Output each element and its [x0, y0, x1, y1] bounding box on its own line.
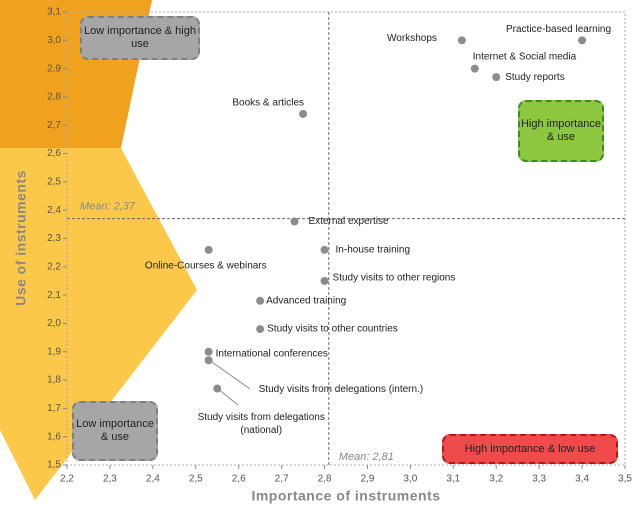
quadrant-label: Low importance & high use [80, 16, 200, 60]
mean-label: Mean: 2,37 [80, 201, 136, 213]
point [290, 217, 299, 226]
plot-frame [66, 11, 626, 466]
point-label: Books & articles [232, 98, 304, 109]
mean-label: Mean: 2,81 [339, 451, 394, 463]
y-tick-label: 2,1 [47, 290, 61, 301]
quadrant-label: High importance & low use [442, 434, 618, 464]
x-tick-label: 2,9 [361, 474, 375, 485]
y-tick-label: 2,8 [47, 92, 61, 103]
y-tick-label: 1,7 [47, 403, 61, 414]
point [256, 325, 265, 334]
point [213, 384, 222, 393]
x-tick-label: 3,0 [403, 474, 417, 485]
arrow-bottom [0, 148, 197, 500]
x-tick-label: 2,3 [103, 474, 117, 485]
y-tick-label: 1,5 [47, 460, 61, 471]
connector [211, 361, 251, 390]
point-label: Study visits to other countries [267, 324, 398, 335]
x-tick-label: 3,3 [532, 474, 546, 485]
x-tick-label: 3,5 [618, 474, 632, 485]
quadrant-label: High importance & use [518, 100, 604, 162]
point [204, 347, 213, 356]
y-tick-label: 2,7 [47, 120, 61, 131]
point-label: Online-Courses & webinars [145, 260, 267, 271]
x-tick-label: 3,2 [489, 474, 503, 485]
x-tick-label: 2,2 [60, 474, 74, 485]
y-tick-label: 3,0 [47, 35, 61, 46]
y-tick-label: 1,8 [47, 375, 61, 386]
point-label: Advanced training [266, 295, 346, 306]
point-label: Internet & Social media [473, 51, 577, 62]
x-tick-label: 3,4 [575, 474, 589, 485]
point [492, 73, 501, 82]
point-label: External expertise [308, 216, 388, 227]
point [457, 36, 466, 45]
y-tick-label: 3,1 [47, 7, 61, 18]
point-label: Practice-based learning [506, 24, 611, 35]
point-label: Workshops [387, 33, 437, 44]
x-tick-label: 2,6 [232, 474, 246, 485]
y-tick-label: 2,0 [47, 318, 61, 329]
point-label: Study visits from delegations (national) [197, 411, 325, 436]
y-axis-title: Use of instruments [13, 170, 29, 306]
point [320, 276, 329, 285]
y-tick-label: 2,6 [47, 148, 61, 159]
y-tick-label: 2,3 [47, 233, 61, 244]
point [320, 245, 329, 254]
point-label: Study reports [505, 72, 564, 83]
x-axis-title: Importance of instruments [251, 488, 440, 504]
point [578, 36, 587, 45]
point [204, 356, 213, 365]
point [470, 64, 479, 73]
y-tick-label: 1,6 [47, 431, 61, 442]
y-tick-label: 2,4 [47, 205, 61, 216]
point-label: Study visits from delegations (intern.) [259, 384, 424, 395]
point-label: Study visits to other regions [333, 273, 456, 284]
x-tick-label: 2,5 [189, 474, 203, 485]
y-tick-label: 2,2 [47, 261, 61, 272]
x-tick-label: 2,8 [318, 474, 332, 485]
quadrant-label: Low importance & use [72, 401, 158, 461]
y-tick-label: 2,5 [47, 177, 61, 188]
point-label: In-house training [336, 244, 411, 255]
point [299, 109, 308, 118]
x-tick-label: 2,4 [146, 474, 160, 485]
y-tick-label: 1,9 [47, 346, 61, 357]
x-tick-label: 2,7 [275, 474, 289, 485]
x-tick-label: 3,1 [446, 474, 460, 485]
connector [217, 388, 239, 406]
point [204, 245, 213, 254]
point-label: International conferences [216, 348, 328, 359]
point [256, 296, 265, 305]
y-tick-label: 2,9 [47, 63, 61, 74]
